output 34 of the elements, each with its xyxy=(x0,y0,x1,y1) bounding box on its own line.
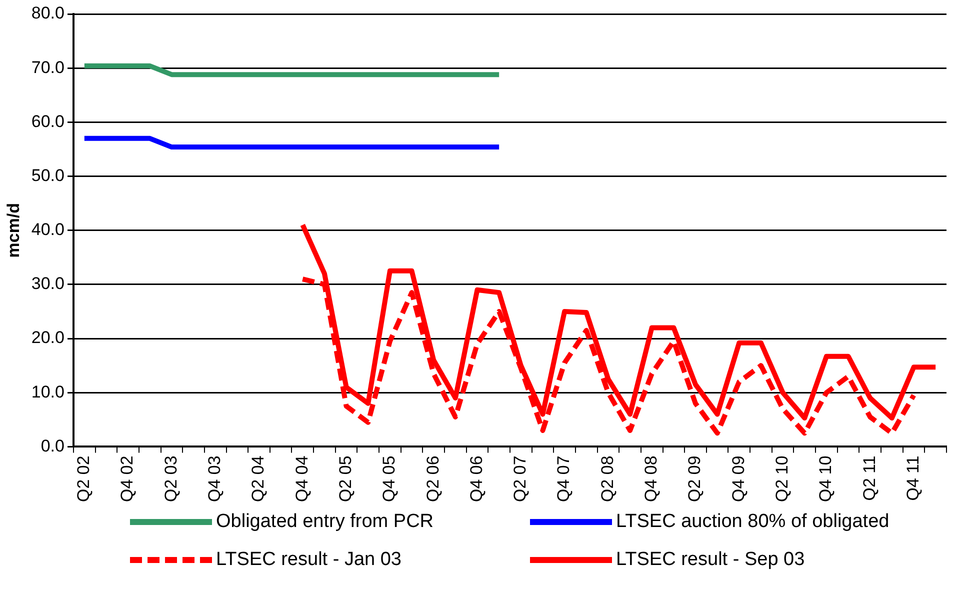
x-tick-label: Q2 04 xyxy=(248,456,268,502)
y-tick-label: 0.0 xyxy=(40,436,64,456)
x-tick-label: Q2 07 xyxy=(510,456,530,502)
x-tick-label: Q4 08 xyxy=(642,456,661,502)
legend-label: LTSEC result - Jan 03 xyxy=(216,549,402,571)
x-tick-label: Q4 04 xyxy=(292,456,312,502)
x-tick-label: Q2 03 xyxy=(161,456,180,502)
x-tick-label: Q4 03 xyxy=(205,456,224,502)
x-tick-label: Q4 11 xyxy=(903,456,922,501)
x-tick-label: Q4 10 xyxy=(816,456,836,502)
x-tick-label: Q4 06 xyxy=(466,456,486,502)
x-tick-label: Q2 08 xyxy=(598,456,617,502)
y-tick-label: 80.0 xyxy=(31,4,64,23)
y-tick-label: 60.0 xyxy=(31,112,64,131)
legend-label: LTSEC auction 80% of obligated xyxy=(616,511,890,533)
x-tick-label: Q2 10 xyxy=(772,456,792,502)
x-tick-label: Q4 07 xyxy=(554,456,574,502)
y-axis-title: mcm/d xyxy=(4,202,23,258)
y-tick-label: 20.0 xyxy=(31,328,64,348)
y-tick-label: 70.0 xyxy=(31,58,64,77)
x-tick-label: Q4 09 xyxy=(728,456,748,502)
legend-label: LTSEC result - Sep 03 xyxy=(616,549,805,571)
x-tick-label: Q4 02 xyxy=(118,456,137,502)
y-tick-label: 10.0 xyxy=(31,382,64,402)
legend-label: Obligated entry from PCR xyxy=(216,511,434,533)
x-tick-label: Q2 06 xyxy=(423,456,442,502)
y-tick-label: 30.0 xyxy=(31,274,64,294)
y-tick-label: 40.0 xyxy=(31,220,64,240)
y-tick-label: 50.0 xyxy=(31,166,64,185)
x-tick-label: Q2 11 xyxy=(860,456,879,501)
x-tick-label: Q2 02 xyxy=(74,456,94,502)
x-tick-label: Q2 05 xyxy=(336,456,355,502)
x-tick-label: Q2 09 xyxy=(685,456,704,502)
x-tick-label: Q4 05 xyxy=(380,456,399,502)
